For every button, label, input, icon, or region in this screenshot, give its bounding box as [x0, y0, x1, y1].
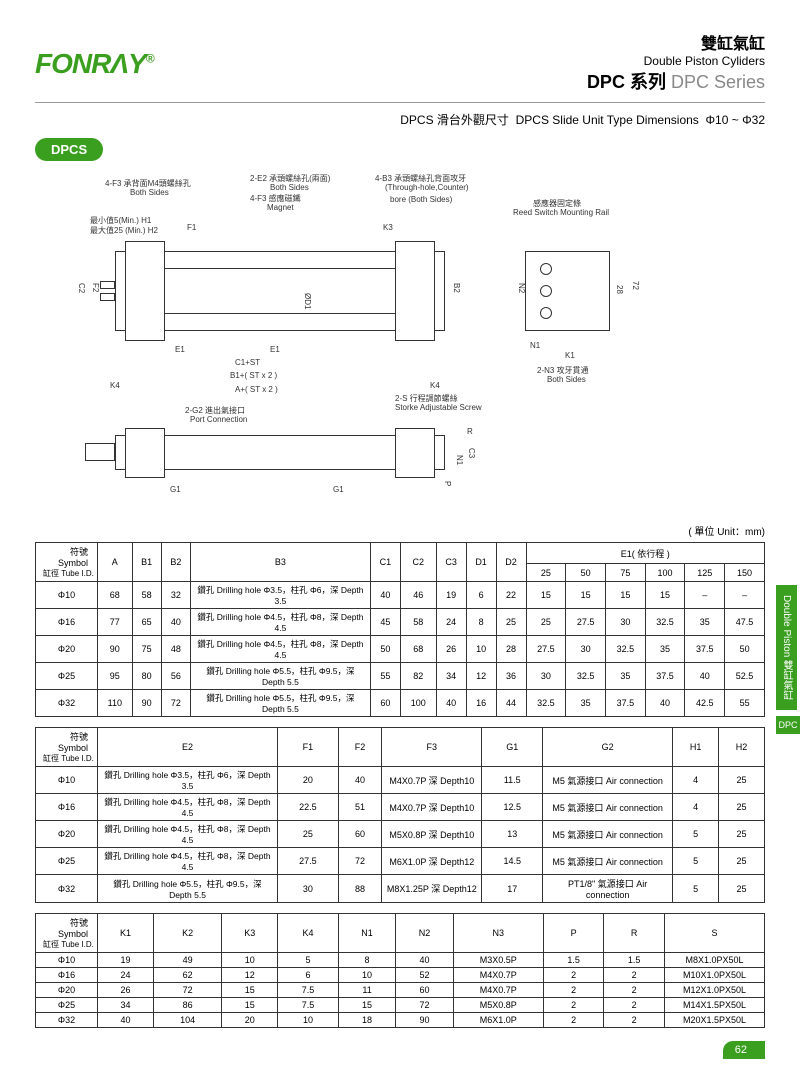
subtitle: DPCS 滑台外觀尺寸 DPCS Slide Unit Type Dimensi…: [35, 111, 765, 128]
table-row: Φ324010420101890M6X1.0P22M20X1.5PX50L: [36, 1013, 765, 1028]
side-tab: Double Piston 雙缸氣缸 DPC: [776, 585, 800, 734]
table-row: Φ10鑽孔 Drilling hole Φ3.5，柱孔 Φ6，深 Depth 3…: [36, 767, 765, 794]
table-row: Φ253486157.51572M5X0.8P22M14X1.5PX50L: [36, 998, 765, 1013]
table-row: Φ25鑽孔 Drilling hole Φ4.5，柱孔 Φ8，深 Depth 4…: [36, 848, 765, 875]
model-badge: DPCS: [35, 138, 103, 161]
dimensions-table-1: 符號 Symbol 缸徑 Tube I.D. A B1 B2 B3 C1 C2 …: [35, 542, 765, 717]
table-row: Φ16鑽孔 Drilling hole Φ4.5，柱孔 Φ8，深 Depth 4…: [36, 794, 765, 821]
table-row: Φ321109072鑽孔 Drilling hole Φ5.5，柱孔 Φ9.5，…: [36, 690, 765, 717]
table-row: Φ10685832鑽孔 Drilling hole Φ3.5，柱孔 Φ6，深 D…: [36, 582, 765, 609]
table-row: Φ101949105840M3X0.5P1.51.5M8X1.0PX50L: [36, 953, 765, 968]
unit-label: ( 單位 Unit：mm): [35, 523, 765, 538]
divider: [35, 102, 765, 103]
table-row: Φ25958056鑽孔 Drilling hole Φ5.5，柱孔 Φ9.5，深…: [36, 663, 765, 690]
table-row: Φ20907548鑽孔 Drilling hole Φ4.5，柱孔 Φ8，深 D…: [36, 636, 765, 663]
table-row: Φ32鑽孔 Drilling hole Φ5.5，柱孔 Φ9.5，深 Depth…: [36, 875, 765, 903]
brand-logo: FONRΛY®: [35, 48, 154, 80]
dimensions-table-2: 符號 Symbol 缸徑 Tube I.D. E2 F1 F2 F3 G1 G2…: [35, 727, 765, 903]
page-number: 62: [723, 1041, 765, 1059]
table-row: Φ1624621261052M4X0.7P22M10X1.0PX50L: [36, 968, 765, 983]
page-footer: 62: [35, 1040, 765, 1059]
table-row: Φ20鑽孔 Drilling hole Φ4.5，柱孔 Φ8，深 Depth 4…: [36, 821, 765, 848]
technical-diagram: 4-F3 承背面M4頭螺絲孔 Both Sides 2-E2 承頭螺絲孔(兩面)…: [35, 173, 765, 513]
dimensions-table-3: 符號 Symbol 缸徑 Tube I.D. K1K2K3 K4N1N2 N3P…: [35, 913, 765, 1028]
table-row: Φ16776540鑽孔 Drilling hole Φ4.5，柱孔 Φ8，深 D…: [36, 609, 765, 636]
table-row: Φ202672157.51160M4X0.7P22M12X1.0PX50L: [36, 983, 765, 998]
